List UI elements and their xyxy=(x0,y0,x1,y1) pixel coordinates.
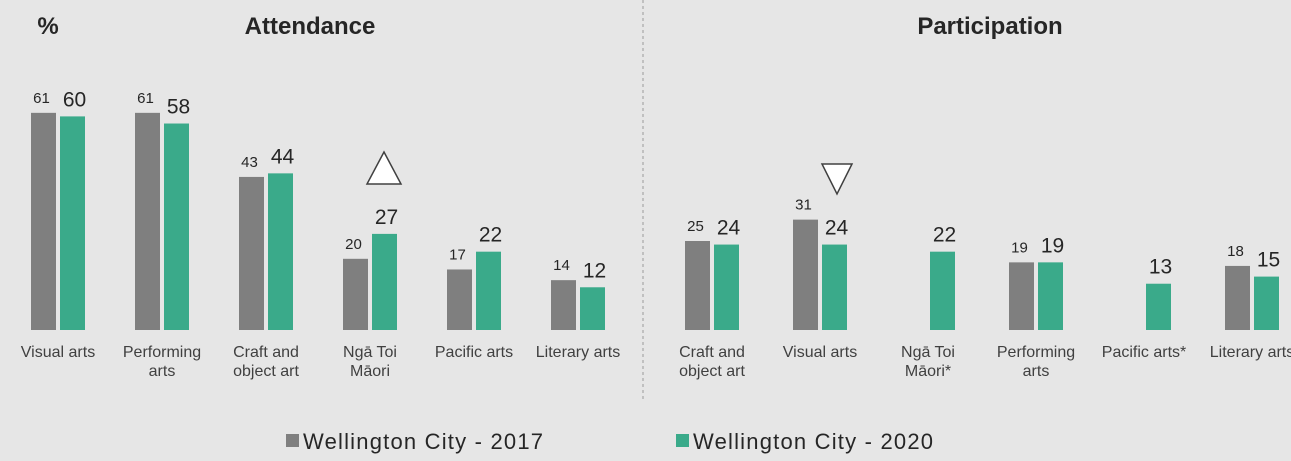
x-tick-label: Ngā Toi Māori* xyxy=(901,344,955,380)
legend-label: Wellington City - 2020 xyxy=(693,429,934,454)
bar xyxy=(135,112,160,330)
value-label: 17 xyxy=(449,246,466,263)
legend: Wellington City - 2017 Wellington City -… xyxy=(286,429,934,454)
bar xyxy=(60,116,85,331)
value-label: 60 xyxy=(63,88,86,111)
bar xyxy=(343,258,368,330)
value-label: 12 xyxy=(583,259,606,282)
x-tick-label: Pacific arts* xyxy=(1101,344,1187,361)
significance-down xyxy=(820,163,854,196)
bar xyxy=(1038,262,1063,330)
value-label: 14 xyxy=(553,257,570,274)
x-tick-label-box: Performing arts xyxy=(996,344,1076,380)
x-tick-label: Performing arts xyxy=(996,344,1076,380)
significance-up xyxy=(365,150,403,185)
x-tick-label-box: Pacific arts xyxy=(434,344,514,361)
x-tick-label-box: Craft and object art xyxy=(679,344,745,380)
bar xyxy=(476,251,501,330)
bar xyxy=(714,244,739,330)
x-tick-label-box: Craft and object art xyxy=(233,344,299,380)
value-label: 19 xyxy=(1011,239,1028,256)
bar xyxy=(930,251,955,330)
value-label: 25 xyxy=(687,218,704,235)
value-label: 19 xyxy=(1041,234,1064,257)
x-tick-label: Literary arts xyxy=(1209,344,1291,361)
y-label: % xyxy=(37,13,58,40)
bar xyxy=(822,244,847,330)
bar xyxy=(268,173,293,330)
x-tick-label: Visual arts xyxy=(782,344,858,361)
x-tick-label-box: Ngā Toi Māori xyxy=(343,344,397,380)
chart-title: Participation xyxy=(917,13,1062,40)
value-label: 22 xyxy=(933,224,956,247)
bar xyxy=(551,280,576,330)
x-tick-label-box: Ngā Toi Māori* xyxy=(901,344,955,380)
value-label: 27 xyxy=(375,206,398,229)
x-tick-label-box: Visual arts xyxy=(20,344,96,361)
x-tick-label: Ngā Toi Māori xyxy=(343,344,397,380)
bar xyxy=(580,287,605,330)
x-tick-label: Pacific arts xyxy=(434,344,514,361)
x-tick-label-box: Performing arts xyxy=(122,344,202,380)
bar xyxy=(1009,262,1034,330)
chart-title: Attendance xyxy=(245,13,376,40)
x-tick-label: Performing arts xyxy=(122,344,202,380)
bar xyxy=(164,123,189,331)
bar xyxy=(793,219,818,330)
bar xyxy=(1146,283,1171,330)
x-tick-label-box: Literary arts xyxy=(535,344,621,361)
x-tick-label: Literary arts xyxy=(535,344,621,361)
value-label: 58 xyxy=(167,96,190,119)
value-label: 15 xyxy=(1257,249,1280,272)
value-label: 61 xyxy=(137,90,154,107)
bar xyxy=(239,176,264,330)
bar xyxy=(685,241,710,330)
bar xyxy=(447,269,472,330)
value-label: 61 xyxy=(33,90,50,107)
bar xyxy=(1225,265,1250,330)
value-label: 24 xyxy=(717,217,741,240)
legend-swatch xyxy=(676,434,689,447)
value-label: 44 xyxy=(271,145,295,168)
legend-label: Wellington City - 2017 xyxy=(303,429,544,454)
x-tick-label: Craft and object art xyxy=(233,344,299,380)
value-label: 13 xyxy=(1149,256,1172,279)
x-tick-label-box: Visual arts xyxy=(782,344,858,361)
value-label: 20 xyxy=(345,236,362,253)
bar xyxy=(1254,276,1279,330)
value-label: 18 xyxy=(1227,243,1244,260)
legend-swatch xyxy=(286,434,299,447)
x-tick-label: Visual arts xyxy=(20,344,96,361)
value-label: 31 xyxy=(795,197,812,214)
x-tick-label-box: Pacific arts* xyxy=(1101,344,1187,361)
bar xyxy=(372,233,397,330)
x-tick-label-box: Literary arts xyxy=(1209,344,1291,361)
value-label: 43 xyxy=(241,154,258,171)
value-label: 22 xyxy=(479,224,502,247)
x-tick-label: Craft and object art xyxy=(679,344,745,380)
bar xyxy=(31,112,56,330)
value-label: 24 xyxy=(825,217,849,240)
